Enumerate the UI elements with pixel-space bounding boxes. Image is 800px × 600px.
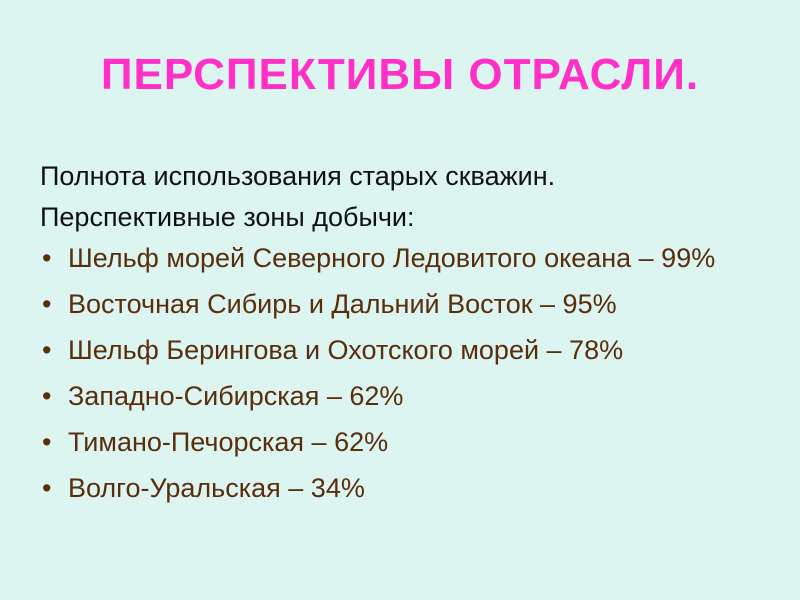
list-item: • Тимано-Печорская – 62% bbox=[40, 424, 780, 461]
list-item: • Волго-Уральская – 34% bbox=[40, 470, 780, 507]
list-item: • Западно-Сибирская – 62% bbox=[40, 378, 780, 415]
bullet-icon: • bbox=[42, 427, 52, 457]
list-item: • Шельф Берингова и Охотского морей – 78% bbox=[40, 332, 780, 369]
bullet-icon: • bbox=[42, 243, 52, 273]
bullet-icon: • bbox=[42, 381, 52, 411]
list-item-text: Волго-Уральская – 34% bbox=[68, 473, 365, 503]
list-item-text: Западно-Сибирская – 62% bbox=[68, 381, 404, 411]
slide-body: Полнота использования старых скважин. Пе… bbox=[40, 158, 780, 516]
list-item: • Шельф морей Северного Ледовитого океана… bbox=[40, 240, 780, 277]
text-line: Перспективные зоны добычи: bbox=[40, 202, 415, 232]
list-item-text: Шельф Берингова и Охотского морей – 78% bbox=[68, 335, 624, 365]
bullet-icon: • bbox=[42, 289, 52, 319]
list-item-text: Шельф морей Северного Ледовитого океана … bbox=[68, 243, 716, 273]
text-line: Полнота использования старых скважин. bbox=[40, 161, 556, 191]
list-item: • Восточная Сибирь и Дальний Восток – 95% bbox=[40, 286, 780, 323]
list-item-text: Восточная Сибирь и Дальний Восток – 95% bbox=[68, 289, 617, 319]
bullet-icon: • bbox=[42, 473, 52, 503]
bullet-list: • Шельф морей Северного Ледовитого океана… bbox=[40, 240, 780, 507]
slide-title: ПЕРСПЕКТИВЫ ОТРАСЛИ. bbox=[100, 50, 700, 99]
bullet-icon: • bbox=[42, 335, 52, 365]
list-item-text: Тимано-Печорская – 62% bbox=[68, 427, 389, 457]
